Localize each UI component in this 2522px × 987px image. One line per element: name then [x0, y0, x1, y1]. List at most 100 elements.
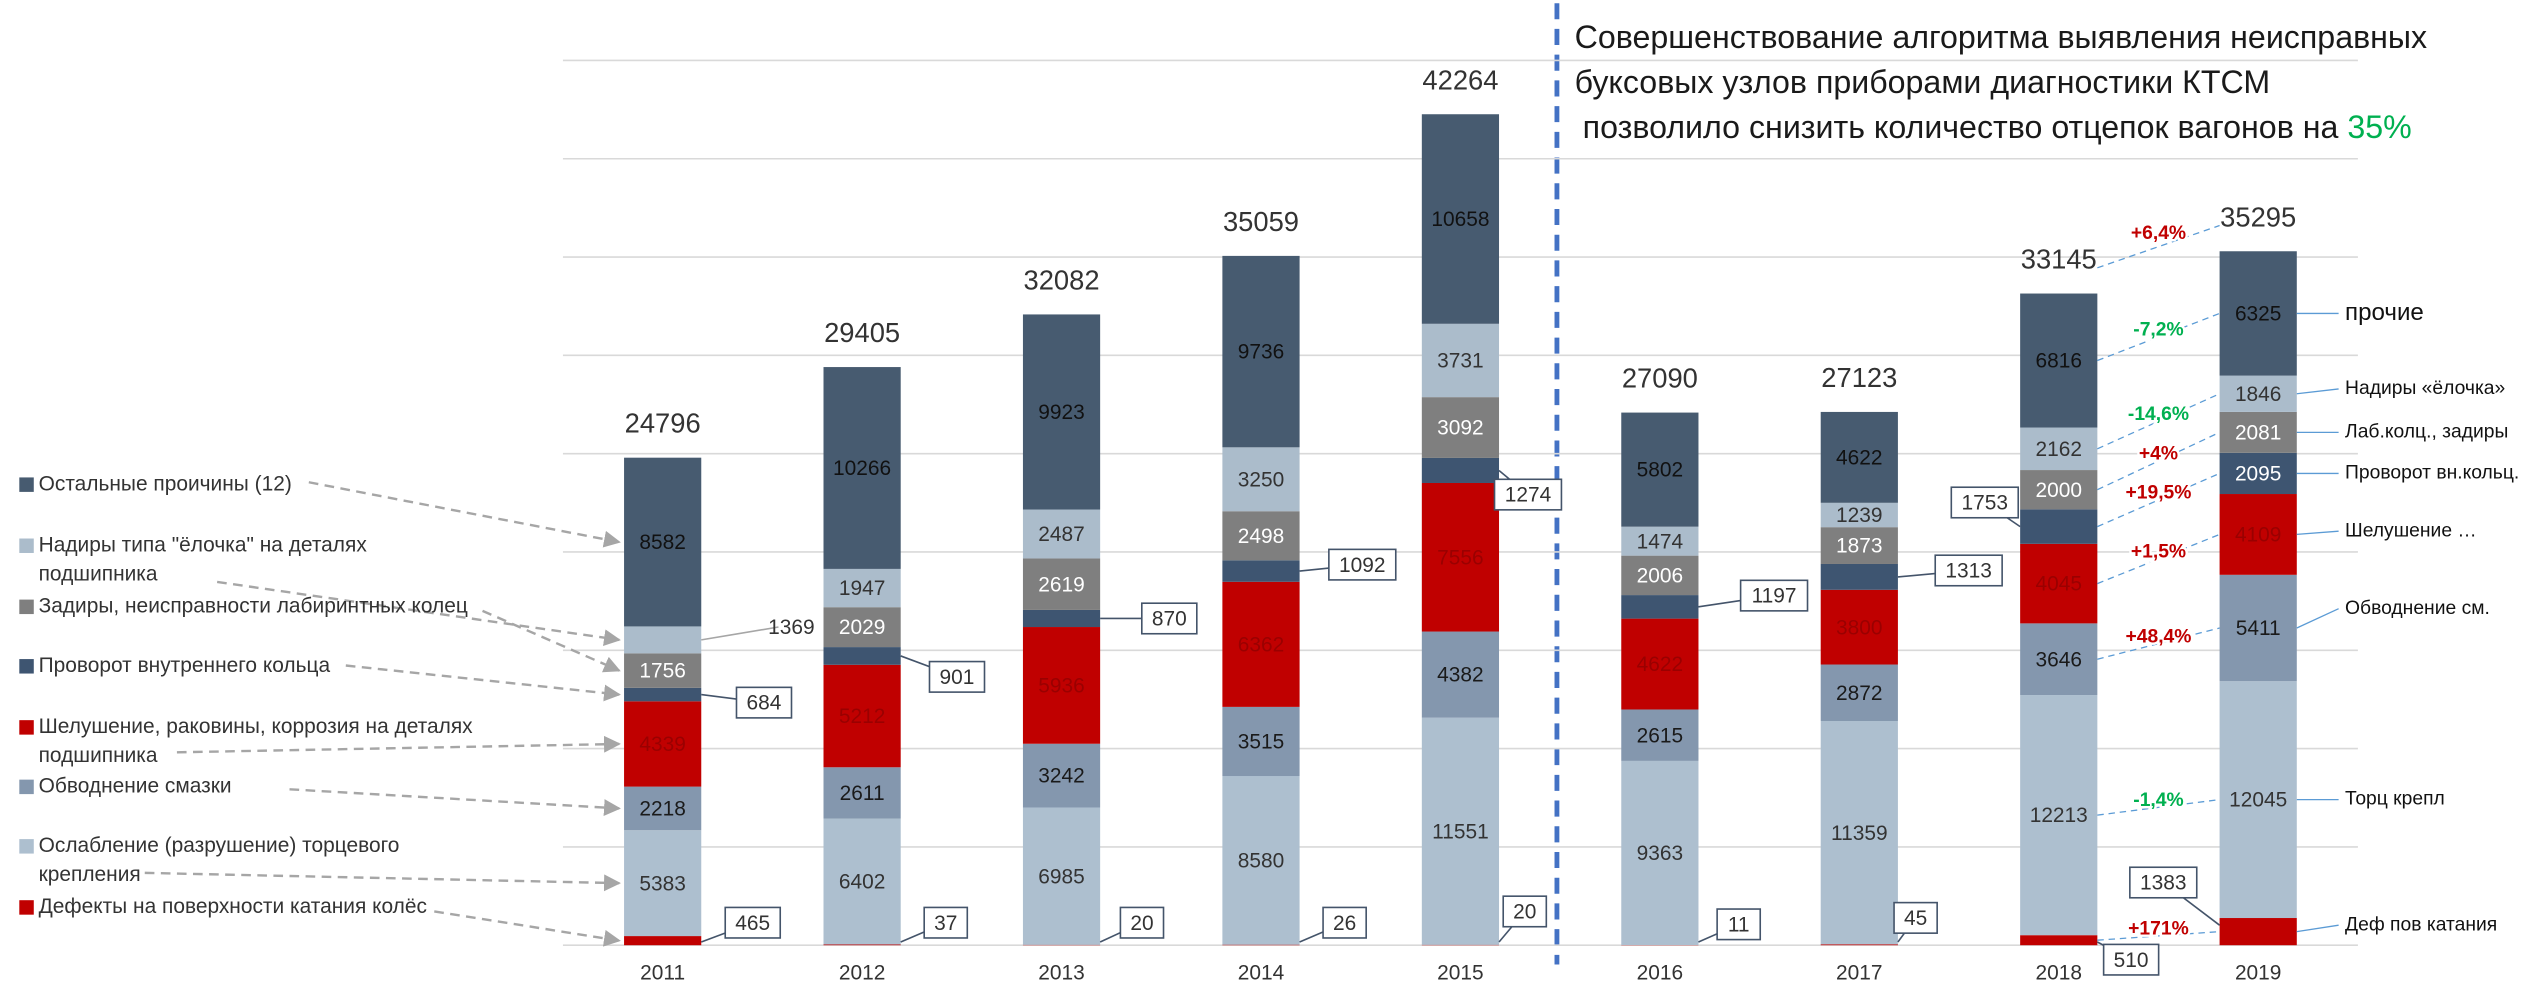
bar-segment: [1022, 807, 1101, 945]
segment-label: 1239: [1836, 504, 1882, 527]
total-label: 29405: [824, 317, 900, 348]
segment-label: 3250: [1238, 468, 1284, 491]
segment-label: 6985: [1038, 865, 1084, 888]
change-label: +48,4%: [2125, 626, 2191, 647]
bar-segment: [2219, 375, 2297, 412]
bar-segment: [1820, 589, 1898, 665]
segment-label: 2095: [2235, 463, 2281, 486]
bar-segment: [1222, 255, 1300, 448]
legend-arrow: [216, 580, 621, 647]
bar-segment: [2219, 411, 2297, 453]
title-line: позволило снизить количество отцепок ваг…: [1582, 110, 2339, 147]
bar-segment: [1621, 526, 1699, 556]
callout-label: 1274: [1505, 484, 1551, 507]
bar-segment: [1820, 502, 1898, 528]
bar-segment: [1222, 776, 1300, 945]
callout-label: 1753: [1962, 492, 2008, 515]
segment-label: 6362: [1238, 633, 1284, 656]
legend-swatch: [19, 537, 34, 553]
callout-box: [724, 906, 782, 939]
bar-segment: [624, 701, 702, 787]
bar-segment: [624, 457, 702, 627]
total-label: 27123: [1821, 362, 1897, 393]
callout-label: 1197: [1752, 585, 1797, 608]
bar-segment: [823, 568, 901, 608]
segment-label: 2000: [2036, 479, 2082, 502]
bar-segment: [1421, 397, 1500, 458]
bar-segment: [1222, 706, 1300, 777]
bar-segment: [2219, 251, 2297, 376]
legend-swatch: [19, 658, 34, 673]
legend-arrow: [289, 788, 621, 816]
bar-segment: [1421, 114, 1500, 324]
segment-label: 5802: [1637, 459, 1683, 482]
bar-segment: [1421, 323, 1500, 398]
x-tick-label: 2013: [1038, 962, 1084, 985]
callout-label: 1369: [768, 616, 814, 639]
bar-segment: [2219, 918, 2297, 946]
bar-segment: [1421, 457, 1500, 483]
bar-segment: [1621, 618, 1699, 710]
bar-segment: [624, 653, 702, 688]
segment-label: 5936: [1038, 675, 1084, 698]
segment-label: 3242: [1038, 765, 1084, 788]
bar-segment: [1820, 944, 1898, 946]
bar-segment: [1621, 595, 1699, 619]
bar-segment: [1621, 709, 1699, 761]
bar-segment: [1222, 447, 1300, 512]
total-change-label: +6,4%: [2131, 223, 2186, 244]
segment-label: 2081: [2235, 421, 2281, 444]
callout-box: [1119, 906, 1165, 939]
change-label: +171%: [2128, 919, 2189, 940]
bar-segment: [1022, 627, 1101, 744]
bar-segment: [1820, 664, 1898, 721]
callout-box: [2129, 866, 2198, 899]
change-label: -7,2%: [2133, 320, 2183, 341]
segment-label: 10266: [833, 457, 891, 480]
callout-label: 11: [1728, 913, 1750, 936]
segment-label: 6325: [2235, 303, 2281, 326]
series-short-name: Обводнение см.: [2345, 598, 2490, 619]
segment-label: 2006: [1637, 564, 1683, 587]
title-line: буксовых узлов приборами диагностики КТС…: [1574, 65, 2271, 102]
legend-swatch: [19, 899, 34, 914]
bar-segment: [2020, 543, 2098, 624]
segment-label: 3731: [1437, 350, 1483, 373]
legend-swatch: [19, 778, 34, 794]
total-label: 35059: [1223, 206, 1299, 237]
callout-box: [1893, 901, 1938, 934]
legend-label: Дефекты на поверхности катания колёс: [38, 893, 427, 918]
x-tick-label: 2016: [1637, 962, 1683, 985]
bar-segment: [1820, 563, 1898, 590]
change-label: -1,4%: [2133, 790, 2183, 811]
bar-segment: [823, 664, 901, 768]
segment-label: 12213: [2030, 804, 2088, 827]
name-leader: [2296, 608, 2339, 629]
legend-label: Проворот внутреннего кольца: [38, 652, 331, 677]
segment-label: 3800: [1836, 616, 1882, 639]
callout-box: [928, 660, 986, 693]
segment-label: 4382: [1437, 664, 1483, 687]
x-tick-label: 2019: [2235, 962, 2281, 985]
bar-segment: [624, 626, 702, 654]
bar-segment: [2219, 574, 2297, 682]
bar-segment: [1222, 581, 1300, 707]
change-label: +1,5%: [2131, 542, 2186, 563]
change-leader: [2097, 627, 2220, 660]
callout-box: [735, 686, 793, 719]
name-leader: [2296, 924, 2339, 933]
segment-label: 4109: [2235, 524, 2281, 547]
bar-segment: [1022, 314, 1101, 510]
legend-swatch: [19, 476, 34, 492]
segment-label: 8582: [639, 531, 685, 554]
title-highlight: 35%: [2347, 110, 2412, 147]
series-short-name: Деф пов катания: [2345, 914, 2497, 935]
bar-segment: [1820, 720, 1898, 945]
total-label: 27090: [1622, 363, 1698, 394]
series-short-name: Проворот вн.кольц.: [2345, 463, 2519, 484]
segment-label: 2498: [1238, 525, 1284, 548]
segment-label: 8580: [1238, 849, 1284, 872]
bar-segment: [624, 830, 702, 937]
bar-segment: [823, 818, 901, 945]
